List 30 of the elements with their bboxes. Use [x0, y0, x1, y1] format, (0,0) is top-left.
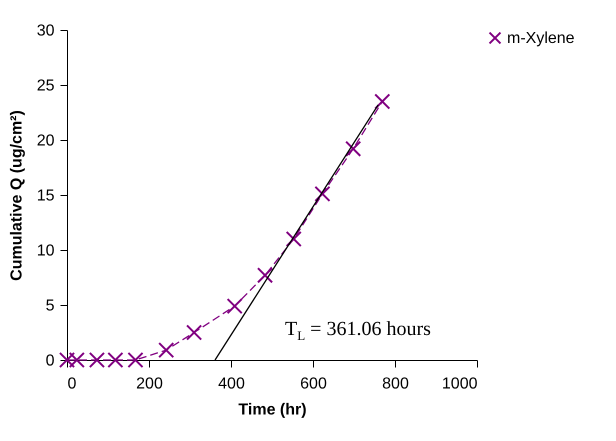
x-axis-title: Time (hr): [238, 402, 307, 418]
point: [68, 352, 85, 368]
y-tick-label: 20: [36, 132, 55, 150]
point: [314, 186, 330, 202]
x-tick-label: 200: [136, 376, 163, 392]
point: [256, 267, 274, 284]
point: [186, 324, 202, 341]
point: [58, 352, 76, 368]
point: [226, 298, 243, 314]
legend-label: m-Xylene: [507, 30, 575, 47]
y-tick-label: 30: [36, 22, 55, 40]
y-tick-label: 10: [36, 242, 55, 260]
x-tick-label: 800: [382, 376, 409, 392]
x-tick-label: 1000: [442, 376, 478, 392]
point: [345, 140, 362, 157]
point: [88, 352, 105, 368]
point: [374, 93, 390, 110]
point: [158, 342, 174, 358]
point: [286, 230, 302, 248]
point: [107, 352, 124, 368]
y-axis-title: Cumulative Q (ug/cm²): [8, 110, 26, 281]
x-tick-label: 0: [68, 376, 76, 392]
point: [127, 352, 144, 368]
y-tick-label: 0: [46, 352, 55, 370]
x-tick-label: 600: [300, 376, 327, 392]
x-tick-label: 400: [218, 376, 245, 392]
y-tick-label: 15: [36, 188, 55, 204]
annotation: T$_{L}$ = 361.06 hours: [285, 318, 431, 344]
y-tick-label: 25: [36, 78, 55, 94]
y-tick-label: 5: [46, 298, 55, 314]
